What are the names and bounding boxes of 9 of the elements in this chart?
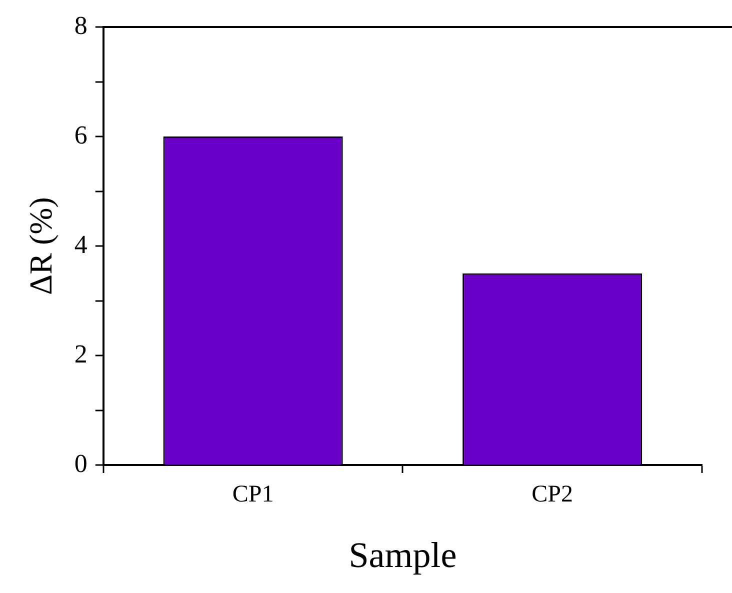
x-tick-label: CP2 bbox=[532, 482, 574, 508]
y-tick-label: 4 bbox=[74, 230, 88, 259]
y-tick-label: 8 bbox=[74, 10, 88, 40]
y-tick-label: 0 bbox=[74, 448, 88, 478]
y-tick-label: 2 bbox=[74, 339, 88, 368]
x-tick-label: CP1 bbox=[232, 482, 274, 508]
y-tick-label: 6 bbox=[74, 120, 88, 150]
x-axis-title: Sample bbox=[348, 534, 457, 575]
y-axis-title: ΔR (%) bbox=[22, 197, 59, 295]
